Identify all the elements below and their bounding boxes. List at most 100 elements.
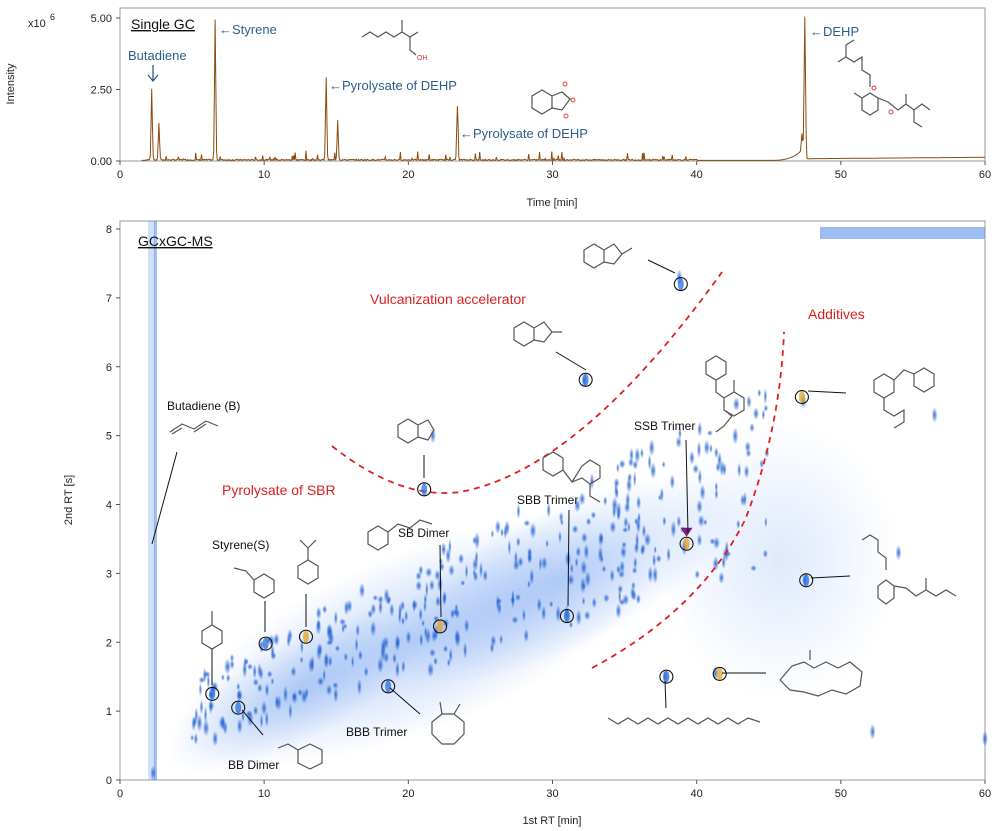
heatmap-spot xyxy=(275,694,282,711)
heatmap-spot xyxy=(511,589,515,603)
heatmap-spot xyxy=(655,554,662,563)
benzimidazole-structure-icon xyxy=(397,418,435,444)
gcxgc-y-tick-label: 8 xyxy=(106,224,112,236)
compound-peak xyxy=(437,620,444,633)
styrene-structure-icon xyxy=(233,567,275,599)
heatmap-spot xyxy=(472,557,479,572)
heatmap-spot xyxy=(627,472,632,483)
heatmap-spot xyxy=(549,600,554,608)
heatmap-spot xyxy=(424,625,428,639)
heatmap-spot xyxy=(743,464,750,479)
heatmap-spot xyxy=(304,687,309,699)
phthalic-anhydride-structure-icon xyxy=(531,81,576,119)
gcxgc-y-axis: 0 1 2 3 4 5 6 7 8 xyxy=(106,224,120,787)
heatmap-spot xyxy=(395,660,400,679)
gcxgc-y-tick-label: 3 xyxy=(106,568,112,580)
heatmap-spot xyxy=(380,638,387,656)
heatmap-spot xyxy=(636,495,642,510)
heatmap-spot xyxy=(326,623,333,638)
heatmap-spot xyxy=(199,699,204,715)
heatmap-spot xyxy=(764,516,768,528)
heatmap-spot xyxy=(434,569,441,581)
heatmap-spot xyxy=(763,404,769,413)
heatmap-spot xyxy=(666,547,671,563)
heatmap-spot xyxy=(713,536,720,550)
compound-marker xyxy=(794,390,809,405)
heatmap-spot xyxy=(489,642,495,654)
heatmap-spot xyxy=(259,713,264,729)
heatmap-spot xyxy=(252,664,257,680)
heatmap-spot xyxy=(634,446,641,464)
heatmap-spot xyxy=(696,440,702,459)
heatmap-spot xyxy=(580,560,588,576)
heatmap-spot xyxy=(529,568,535,586)
heatmap-spot xyxy=(236,682,241,691)
heatmap-spot xyxy=(203,705,208,724)
heatmap-spot xyxy=(538,556,543,572)
heatmap-spot xyxy=(616,565,621,575)
heatmap-spot xyxy=(657,494,662,501)
heatmap-spot xyxy=(460,579,466,587)
heatmap-spot xyxy=(706,430,713,437)
gcxgc-y-tick-label: 1 xyxy=(106,706,112,718)
heatmap-spot xyxy=(696,533,703,547)
heatmap-spot xyxy=(675,436,682,449)
heatmap-spot xyxy=(613,477,620,489)
heatmap-spot xyxy=(363,666,369,677)
heatmap-spot xyxy=(236,718,243,735)
heatmap-spot xyxy=(258,667,264,681)
gc-plot-frame xyxy=(119,7,986,162)
phenol-additive-structure-icon xyxy=(873,367,935,429)
gcxgc-y-axis-label: 2nd RT [s] xyxy=(63,475,75,525)
compound-marker xyxy=(712,666,727,681)
heatmap-spot xyxy=(202,719,210,737)
heatmap-spot xyxy=(370,602,377,616)
compound-label-bbb-trimer: BBB Trimer xyxy=(346,725,407,739)
compound-peak xyxy=(798,391,805,404)
heatmap-spot xyxy=(718,571,725,585)
heatmap-spot xyxy=(633,556,638,570)
heatmap-spot xyxy=(527,580,531,589)
compound-label-sb-dimer: SB Dimer xyxy=(398,526,449,540)
heatmap-spot xyxy=(150,765,157,782)
heatmap-spot xyxy=(464,563,469,580)
heatmap-spot xyxy=(358,650,363,661)
heatmap-spot xyxy=(740,493,746,507)
heatmap-spot xyxy=(757,388,762,398)
heatmap-spot xyxy=(247,663,253,671)
mercaptobenzothiazole-structure-icon xyxy=(583,243,633,269)
heatmap-spot xyxy=(412,598,416,613)
heatmap-spot xyxy=(625,491,631,509)
compound-marker xyxy=(298,629,314,644)
gcxgc-x-tick-label: 10 xyxy=(258,788,270,800)
compound-marker xyxy=(231,700,246,715)
heatmap-spot xyxy=(584,610,591,621)
gcxgc-title: GCxGC-MS xyxy=(138,233,213,249)
heatmap-spot xyxy=(257,683,263,693)
heatmap-spot xyxy=(571,524,579,534)
heatmap-spot xyxy=(499,634,503,645)
dehp-2d-structure-icon xyxy=(861,534,957,605)
heatmap-spot xyxy=(512,559,520,572)
heatmap-spot xyxy=(647,565,654,584)
heatmap-spot xyxy=(401,660,406,674)
heatmap-spot xyxy=(653,545,657,554)
compound-label-bb-dimer: BB Dimer xyxy=(228,758,279,772)
heatmap-spot xyxy=(266,670,273,678)
heatmap-spot xyxy=(737,462,742,478)
heatmap-spot xyxy=(425,580,429,599)
heatmap-spot xyxy=(652,565,658,584)
heatmap-spot xyxy=(288,702,293,720)
heatmap-spot xyxy=(442,590,447,605)
compound-peak xyxy=(803,574,810,587)
heatmap-spot xyxy=(454,631,461,648)
gc-y-tick-label: 5.00 xyxy=(91,13,112,25)
heatmap-spot xyxy=(762,549,768,559)
heatmap-spot xyxy=(627,521,631,533)
heatmap-spot xyxy=(516,503,521,520)
ethylhexanol-structure-icon: OH xyxy=(361,20,428,62)
gcxgc-x-tick-label: 20 xyxy=(402,788,414,800)
heatmap-spot xyxy=(536,597,542,612)
heatmap-spot xyxy=(224,658,231,675)
heatmap-spot xyxy=(694,569,700,580)
